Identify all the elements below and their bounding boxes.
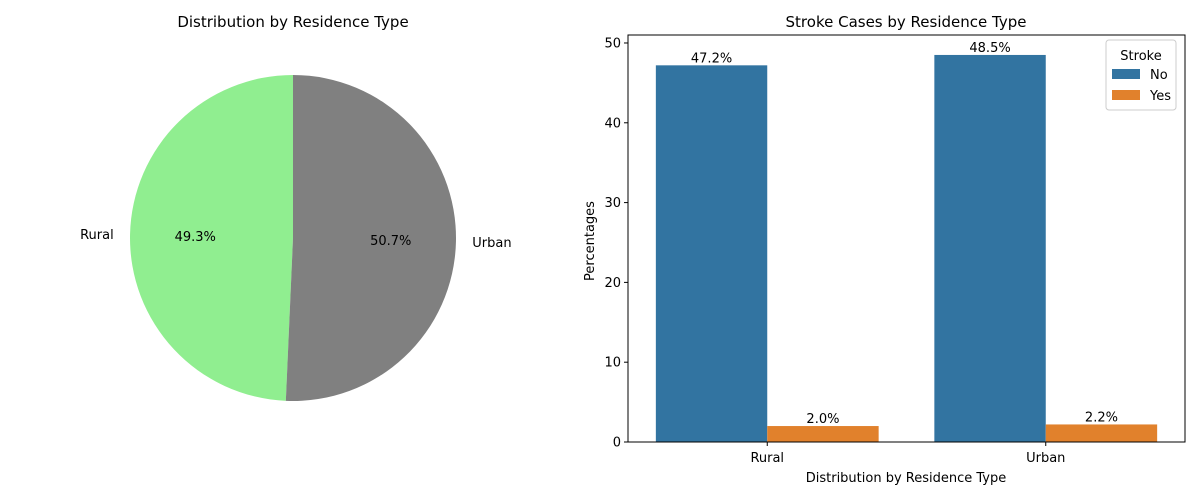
- bar-plot-frame: [627, 34, 1186, 443]
- pie-title: Distribution by Residence Type: [177, 13, 408, 31]
- pie-pct-urban: 50.7%: [370, 234, 411, 249]
- bar-title: Stroke Cases by Residence Type: [786, 13, 1027, 31]
- bar-label-no-rural: 47.2%: [691, 51, 732, 66]
- bar-legend: Stroke No Yes: [1105, 39, 1177, 111]
- legend-swatch-no: [1112, 69, 1140, 79]
- pie-label-rural: Rural: [80, 228, 114, 243]
- y-tick-label: 0: [613, 436, 621, 451]
- bar-y-axis-label: Percentages: [583, 201, 598, 281]
- legend-title: Stroke: [1120, 49, 1161, 64]
- legend-label-no: No: [1150, 68, 1168, 83]
- x-tick-label-rural: Rural: [750, 451, 784, 466]
- bar-y-axis: 0 10 20 30 40 50: [604, 36, 628, 451]
- x-tick-label-urban: Urban: [1026, 451, 1065, 466]
- pie-slice-rural: [130, 75, 293, 401]
- bar-marks: 47.2% 48.5% 2.0% 2.2%: [627, 34, 1186, 443]
- bar-x-axis: Rural Urban: [750, 442, 1065, 466]
- pie-label-urban: Urban: [472, 236, 511, 251]
- y-tick-label: 20: [604, 276, 621, 291]
- bar-no-rural: [655, 65, 768, 442]
- legend-swatch-yes: [1112, 90, 1140, 100]
- legend-label-yes: Yes: [1149, 89, 1171, 104]
- y-tick-label: 30: [604, 196, 621, 211]
- y-tick-label: 50: [604, 36, 621, 51]
- bar-chart: Stroke Cases by Residence Type Distribut…: [583, 13, 1186, 486]
- bar-yes-rural: [767, 426, 879, 442]
- bar-label-yes-rural: 2.0%: [806, 412, 839, 427]
- pie-chart: Distribution by Residence Type Rural 49.3…: [80, 13, 512, 402]
- bar-no-urban: [934, 54, 1046, 442]
- pie-pct-rural: 49.3%: [175, 230, 216, 245]
- bar-yes-urban: [1045, 424, 1158, 442]
- pie-slice-urban: [285, 75, 457, 402]
- y-tick-label: 40: [604, 116, 621, 131]
- bar-x-axis-label: Distribution by Residence Type: [806, 471, 1007, 486]
- bar-label-no-urban: 48.5%: [969, 41, 1010, 56]
- y-tick-label: 10: [604, 356, 621, 371]
- bar-label-yes-urban: 2.2%: [1085, 410, 1118, 425]
